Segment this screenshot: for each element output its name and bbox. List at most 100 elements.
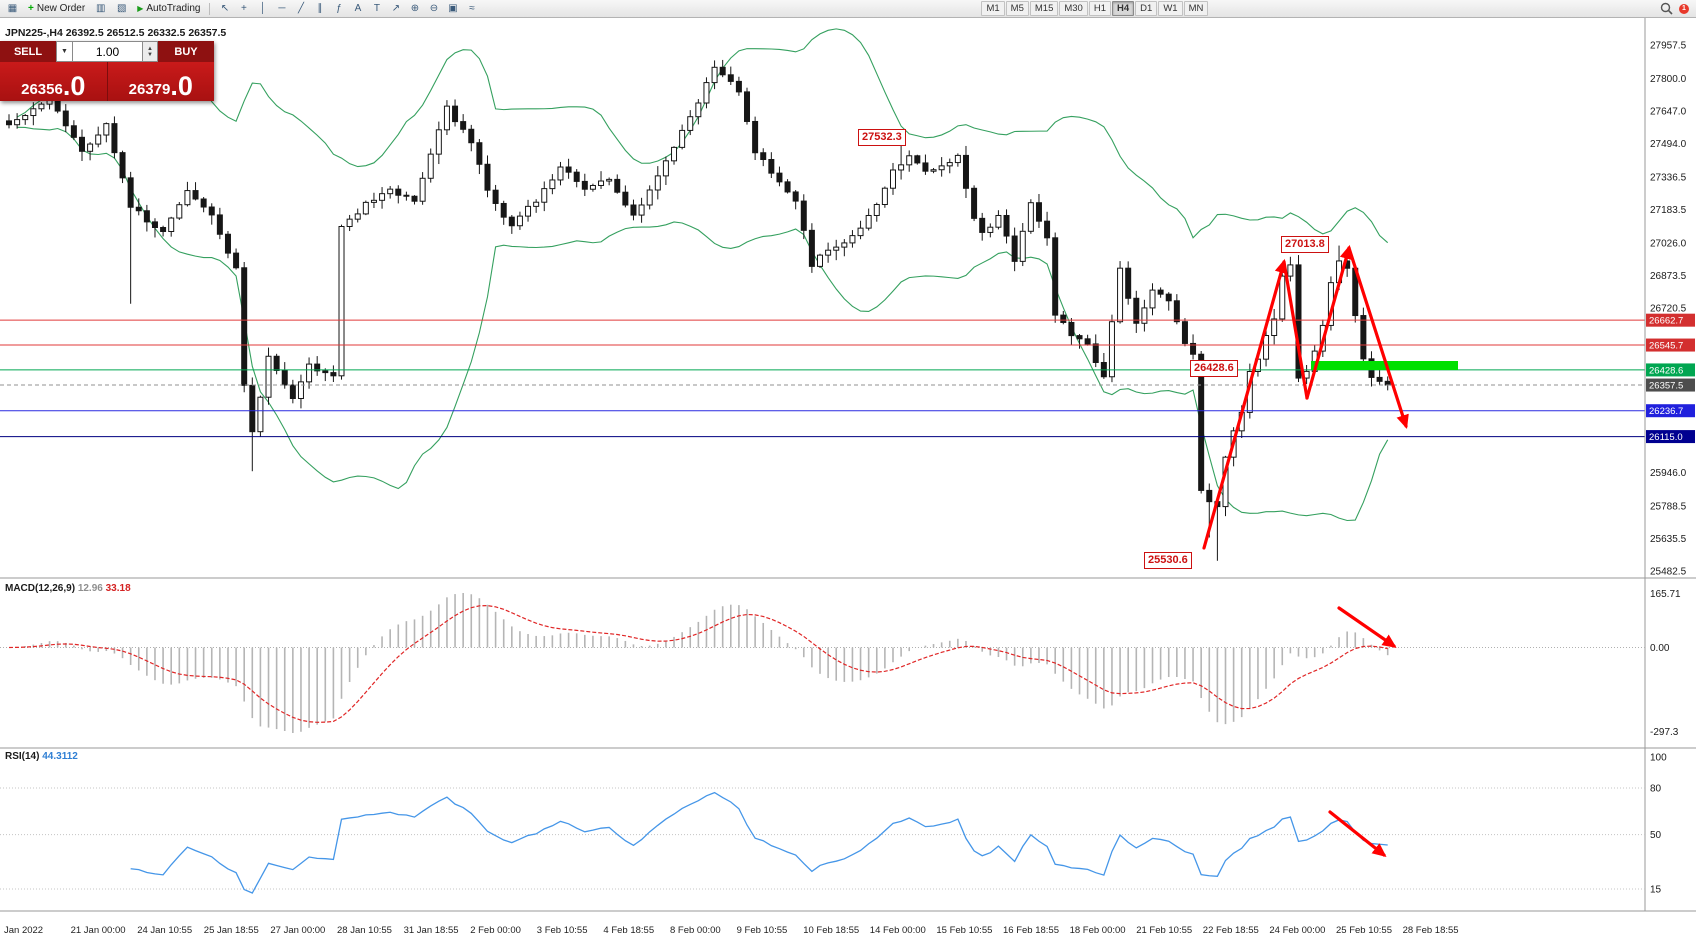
main-trend-arrow[interactable] <box>1202 258 1288 550</box>
time-axis-label: 27 Jan 00:00 <box>270 925 325 936</box>
fibonacci-icon[interactable]: ƒ <box>336 3 342 14</box>
time-axis-label: 16 Feb 18:55 <box>1003 925 1059 936</box>
price-axis-label: 26873.5 <box>1650 271 1687 282</box>
price-axis[interactable]: 27957.5 27800.0 27647.0 27494.0 27336.5 27183… <box>1646 41 1695 896</box>
buy-price[interactable]: 26379.0 <box>128 71 193 102</box>
price-axis-label: 26720.5 <box>1650 303 1687 314</box>
time-axis-label: 18 Feb 00:00 <box>1070 925 1126 936</box>
tile-windows-icon[interactable]: ▣ <box>448 3 458 14</box>
new-chart-icon[interactable]: ▥ <box>95 3 106 14</box>
macd-trend-arrow[interactable] <box>1337 606 1397 648</box>
time-axis-label: 28 Jan 10:55 <box>337 925 392 936</box>
rsi-indicator-label: RSI(14) 44.3112 <box>5 751 78 762</box>
timeframe-d1[interactable]: D1 <box>1135 1 1158 16</box>
time-axis-label: 15 Feb 10:55 <box>936 925 992 936</box>
macd-signal-line <box>8 605 1388 723</box>
charts-grid-icon[interactable]: ▦ <box>7 3 18 14</box>
notification-badge[interactable]: 1 <box>1679 3 1689 14</box>
zoom-out-icon[interactable]: ⊖ <box>429 3 439 14</box>
timeframe-w1[interactable]: W1 <box>1158 1 1183 16</box>
volume-dropdown-icon[interactable]: ▼ <box>56 41 72 62</box>
profiles-icon[interactable]: ▧ <box>116 3 127 14</box>
main-trend-arrow[interactable] <box>1347 246 1409 430</box>
price-annotation[interactable]: 25530.6 <box>1144 552 1192 569</box>
price-tag <box>1646 363 1695 377</box>
time-axis-label: 28 Feb 18:55 <box>1403 925 1459 936</box>
rsi-axis-label: 100 <box>1650 753 1667 764</box>
price-annotation[interactable]: 27532.3 <box>858 129 906 146</box>
time-axis[interactable]: Jan 2022 21 Jan 00:00 24 Jan 10:55 25 Jan 1… <box>4 925 1459 936</box>
crosshair-icon[interactable]: + <box>241 3 247 14</box>
cursor-icon[interactable]: ↖ <box>220 3 230 14</box>
volume-stepper[interactable]: ▲ ▼ <box>143 41 158 62</box>
macd-indicator-label: MACD(12,26,9) 12.96 33.18 <box>5 583 131 594</box>
time-axis-label: 24 Jan 10:55 <box>137 925 192 936</box>
price-tag <box>1646 313 1695 327</box>
analysis-arrows <box>1202 244 1409 857</box>
sell-button[interactable]: SELL <box>0 41 56 62</box>
volume-input[interactable] <box>72 41 143 62</box>
macd-panel <box>0 593 1645 733</box>
price-axis-label: 27183.5 <box>1650 205 1687 216</box>
autotrading-label: AutoTrading <box>146 3 201 14</box>
main-trend-arrow[interactable] <box>1305 244 1353 400</box>
price-axis-label: 27336.5 <box>1650 172 1687 183</box>
price-annotation[interactable]: 27013.8 <box>1281 236 1329 253</box>
price-tag-label: 26545.7 <box>1649 341 1683 352</box>
rsi-trend-arrow[interactable] <box>1328 810 1387 857</box>
timeframe-h4[interactable]: H4 <box>1112 1 1135 16</box>
macd-max-label: 165.71 <box>1650 589 1681 600</box>
new-order-button[interactable]: + New Order <box>24 2 89 16</box>
price-divider <box>106 62 108 101</box>
timeframe-h1[interactable]: H1 <box>1088 1 1111 16</box>
price-tag <box>1646 430 1695 444</box>
trade-panel-header: SELL ▼ ▲▼ BUY <box>0 41 214 62</box>
autotrading-button[interactable]: ▶ AutoTrading <box>133 2 204 16</box>
zoom-in-icon[interactable]: ⊕ <box>410 3 420 14</box>
price-tag-label: 26236.7 <box>1649 406 1683 417</box>
timeframe-mn[interactable]: MN <box>1183 1 1209 16</box>
time-axis-label: 2 Feb 00:00 <box>470 925 521 936</box>
main-trend-arrow[interactable] <box>1282 260 1309 400</box>
search-icon[interactable] <box>1660 2 1673 15</box>
rsi-axis-label: 50 <box>1650 830 1662 841</box>
toolbar-right: 1 <box>1660 2 1693 15</box>
timeframe-m30[interactable]: M30 <box>1059 1 1088 16</box>
toolbar-separator <box>209 2 211 15</box>
one-click-trading-panel: SELL ▼ ▲▼ BUY 26356.0 26379.0 <box>0 41 214 101</box>
time-axis-label: 8 Feb 00:00 <box>670 925 721 936</box>
buy-button[interactable]: BUY <box>158 41 214 62</box>
price-axis-label: 25946.0 <box>1650 468 1687 479</box>
time-axis-label: 25 Feb 10:55 <box>1336 925 1392 936</box>
label-icon[interactable]: T <box>373 3 381 14</box>
timeframe-m15[interactable]: M15 <box>1029 1 1059 16</box>
plus-icon: + <box>28 3 34 14</box>
channel-icon[interactable]: ∥ <box>317 3 323 14</box>
macd-min-label: -297.3 <box>1650 727 1679 738</box>
vertical-line-icon[interactable]: │ <box>259 3 267 14</box>
line-studies-toolbar: ↖ + │ ─ ╱ ∥ ƒ A T ↗ ⊕ ⊖ ▣ ≈ <box>215 1 481 17</box>
macd-zero-label: 0.00 <box>1650 643 1670 654</box>
arrow-icon[interactable]: ↗ <box>391 3 401 14</box>
indicators-icon[interactable]: ≈ <box>469 3 475 14</box>
play-icon: ▶ <box>137 4 144 13</box>
price-tag <box>1646 378 1695 392</box>
time-axis-label: 14 Feb 00:00 <box>870 925 926 936</box>
timeframe-m1[interactable]: M1 <box>981 1 1005 16</box>
trendline-icon[interactable]: ╱ <box>297 3 304 14</box>
candlesticks <box>6 59 1391 561</box>
horizontal-line-icon[interactable]: ─ <box>278 3 286 14</box>
text-icon[interactable]: A <box>354 3 362 14</box>
time-axis-label: 3 Feb 10:55 <box>537 925 588 936</box>
rsi-line <box>130 791 1388 894</box>
price-axis-label: 27800.0 <box>1650 74 1687 85</box>
price-axis-label: 25788.5 <box>1650 501 1687 512</box>
price-axis-label: 27957.5 <box>1650 41 1687 52</box>
price-annotation[interactable]: 26428.6 <box>1190 360 1238 377</box>
rsi-panel <box>0 787 1645 894</box>
timeframe-m5[interactable]: M5 <box>1005 1 1029 16</box>
sell-price[interactable]: 26356.0 <box>21 71 86 102</box>
green-highlight-zone[interactable] <box>1311 361 1458 370</box>
